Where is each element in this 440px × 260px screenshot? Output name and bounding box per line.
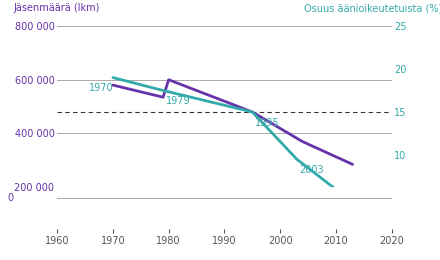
Text: 2003: 2003 bbox=[300, 165, 324, 175]
Text: 2011: 2011 bbox=[0, 259, 1, 260]
Text: 1995: 1995 bbox=[255, 118, 280, 128]
Text: 0: 0 bbox=[7, 193, 14, 203]
Text: Osuus äänioikeutetuista (%): Osuus äänioikeutetuista (%) bbox=[304, 3, 440, 14]
Text: 1979: 1979 bbox=[166, 96, 191, 106]
Text: 1970: 1970 bbox=[89, 83, 114, 94]
Text: Jäsenmäärä (lkm): Jäsenmäärä (lkm) bbox=[14, 3, 100, 14]
